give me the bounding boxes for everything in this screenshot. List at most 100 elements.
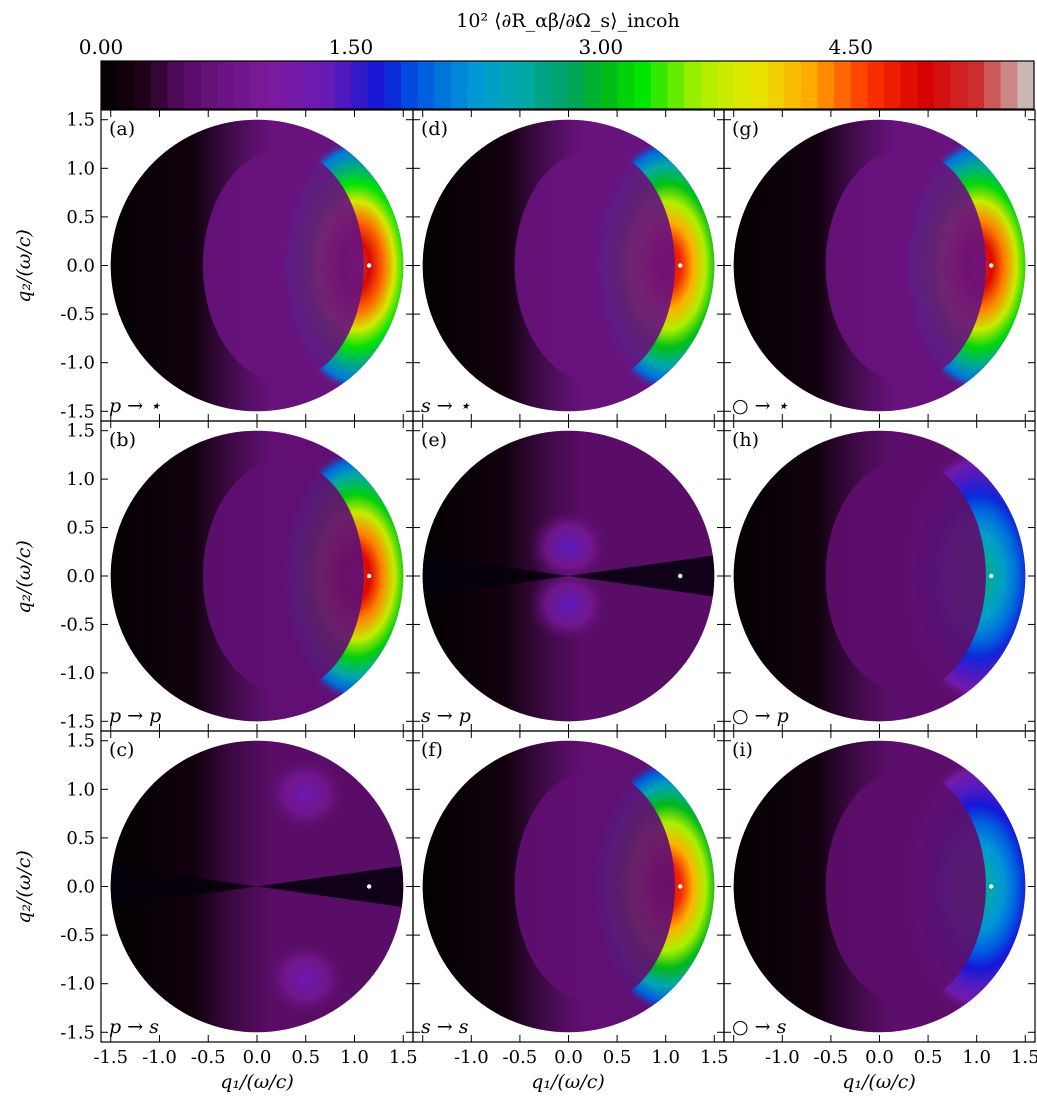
y-tick-label: 0.5: [66, 828, 95, 849]
x-tick-label: -1.0: [142, 1047, 177, 1068]
panel-id-label: (i): [732, 739, 753, 761]
y-tick-label: -1.0: [60, 663, 95, 684]
y-tick-label: -0.5: [60, 614, 95, 635]
x-tick-label: 0.0: [243, 1047, 272, 1068]
x-tick-label: 0.5: [291, 1047, 320, 1068]
x-tick-label: 0.0: [554, 1047, 583, 1068]
y-tick-label: 1.0: [66, 779, 95, 800]
channel-label: p → s: [109, 1016, 159, 1038]
y-tick-label: 1.0: [66, 158, 95, 179]
y-axis-labels: q₂/(ω/c) q₂/(ω/c) q₂/(ω/c): [13, 229, 35, 924]
crescent-inner-edge: [202, 459, 364, 693]
colorbar-tick-label: 4.50: [828, 35, 873, 59]
x-tick-label: -0.5: [191, 1047, 226, 1068]
x-tick-label: 1.0: [651, 1047, 680, 1068]
crescent-inner-edge: [825, 459, 986, 693]
colorbar: 10² ⟨∂R_αβ/∂Ω_s⟩_incoh 0.00 1.50 3.00 4.50: [79, 10, 1035, 110]
panel-id-label: (h): [732, 429, 759, 451]
y-tick-label: 1.5: [66, 110, 95, 131]
intensity-lobe: [264, 756, 347, 833]
ylabel-row-1: q₂/(ω/c): [13, 229, 35, 303]
x-tick-label: -1.0: [765, 1047, 800, 1068]
y-tick-label: 0.0: [66, 256, 95, 277]
intensity-lobe: [527, 509, 610, 585]
x-tick-label: 1.5: [389, 1047, 418, 1068]
crescent-inner-edge: [514, 148, 675, 383]
channel-label: s → p: [421, 705, 471, 727]
y-tick-label: 0.5: [66, 518, 95, 539]
null-wedge: [110, 864, 257, 909]
y-tick-label: 1.0: [66, 469, 95, 490]
xlabel-col-1: q₁/(ω/c): [220, 1071, 294, 1093]
crescent-inner-edge: [202, 148, 364, 383]
panel: (g) ○ → ⋆: [723, 109, 1036, 422]
colorbar-tick-label: 3.00: [579, 35, 624, 59]
specular-marker: [678, 573, 683, 579]
null-wedge: [257, 864, 404, 909]
panel-id-label: (a): [109, 118, 135, 140]
y-tick-label: 0.0: [66, 877, 95, 898]
panel: -1.0 -0.5 0.0 0.5 1.0 1.5 (i) ○ → s: [723, 730, 1037, 1068]
y-tick-label: 0.5: [66, 207, 95, 228]
channel-label: ○ → s: [732, 1016, 787, 1038]
panel-id-label: (e): [421, 429, 447, 451]
crescent-inner-edge: [825, 148, 986, 383]
panel-id-label: (c): [109, 739, 134, 761]
colorbar-title: 10² ⟨∂R_αβ/∂Ω_s⟩_incoh: [456, 10, 679, 32]
specular-marker: [366, 573, 372, 579]
x-tick-label: 1.5: [1011, 1047, 1037, 1068]
x-tick-label: 1.0: [340, 1047, 369, 1068]
intensity-lobe: [264, 940, 347, 1017]
channel-label: ○ → ⋆: [732, 395, 789, 417]
y-tick-label: -1.5: [60, 401, 95, 422]
x-tick-label: -0.5: [503, 1047, 538, 1068]
ylabel-row-3: q₂/(ω/c): [13, 850, 35, 924]
panel: (e) s → p: [412, 420, 725, 732]
panel: -1.5 -1.0 -0.5 0.0 0.5 1.0 1.5 (a) p → ⋆: [60, 109, 414, 422]
specular-marker: [366, 884, 372, 889]
channel-label: p → p: [109, 705, 161, 727]
xlabel-col-2: q₁/(ω/c): [531, 1071, 605, 1093]
x-tick-label: 0.0: [865, 1047, 894, 1068]
intensity-lobe: [527, 567, 610, 643]
y-tick-label: -1.5: [60, 1022, 95, 1043]
panel-grid: -1.5 -1.0 -0.5 0.0 0.5 1.0 1.5 (a) p → ⋆ -1.5 -1.0…: [60, 109, 1037, 1068]
null-wedge: [568, 554, 715, 598]
y-tick-label: -1.0: [60, 353, 95, 374]
xlabel-col-3: q₁/(ω/c): [842, 1071, 916, 1093]
panel-id-label: (f): [421, 739, 443, 761]
x-tick-label: 0.5: [603, 1047, 632, 1068]
specular-marker: [989, 884, 994, 889]
panel: -1.5 -1.0 -0.5 0.0 0.5 1.0 1.5 -1.5 -1.0 -0.5 0.0 0…: [60, 730, 418, 1068]
x-axis-labels: q₁/(ω/c) q₁/(ω/c) q₁/(ω/c): [220, 1071, 916, 1093]
specular-marker: [678, 263, 683, 268]
specular-marker: [366, 263, 372, 268]
y-tick-label: 0.0: [66, 566, 95, 587]
crescent-inner-edge: [825, 769, 986, 1004]
panel: -1.5 -1.0 -0.5 0.0 0.5 1.0 1.5 (b) p → p: [60, 420, 414, 732]
ylabel-row-2: q₂/(ω/c): [13, 540, 35, 614]
x-tick-label: -0.5: [814, 1047, 849, 1068]
crescent-inner-edge: [514, 769, 675, 1004]
panel-id-label: (d): [421, 118, 448, 140]
panel-id-label: (b): [109, 429, 136, 451]
colorbar-gradient: [100, 60, 1035, 110]
y-tick-label: -0.5: [60, 304, 95, 325]
y-tick-label: -1.0: [60, 974, 95, 995]
panel: (d) s → ⋆: [412, 109, 725, 422]
x-tick-label: 1.5: [700, 1047, 729, 1068]
x-tick-label: -1.5: [93, 1047, 128, 1068]
channel-label: ○ → p: [732, 705, 789, 727]
y-tick-label: -0.5: [60, 925, 95, 946]
y-tick-label: -1.5: [60, 711, 95, 732]
specular-marker: [989, 573, 994, 579]
panel: -1.0 -0.5 0.0 0.5 1.0 1.5 (f) s → s: [412, 730, 729, 1068]
colorbar-tick-label: 0.00: [79, 35, 124, 59]
channel-label: p → ⋆: [109, 395, 161, 417]
specular-marker: [989, 263, 994, 268]
y-tick-label: 1.5: [66, 421, 95, 442]
panel: (h) ○ → p: [723, 420, 1036, 732]
null-wedge: [422, 554, 569, 598]
colorbar-tick-label: 1.50: [329, 35, 374, 59]
